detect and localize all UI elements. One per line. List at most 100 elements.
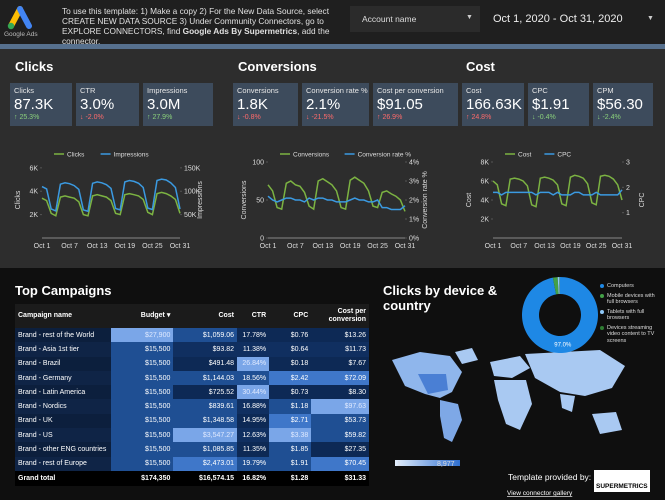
- axis-title: Clicks: [15, 190, 22, 209]
- table-cell: $1.91: [269, 456, 312, 471]
- table-cell: $11.73: [311, 342, 369, 357]
- header-bar: [0, 0, 665, 44]
- account-dropdown[interactable]: Account name ▼: [350, 6, 480, 32]
- table-cell: $15,500: [110, 399, 174, 414]
- table-cell: $0.18: [269, 356, 312, 371]
- tick-label: 3: [626, 160, 630, 167]
- table-cell: Brand - Germany: [15, 370, 111, 386]
- map-scale-max: 8,977: [437, 461, 455, 468]
- table-cell: Brand - Latin America: [15, 385, 111, 400]
- dropdown-arrow: ▼: [466, 14, 473, 21]
- scorecard-label: CPM: [597, 86, 614, 95]
- device-title: Clicks by device & country: [383, 283, 498, 313]
- table-cell: 11.38%: [237, 342, 270, 357]
- table-cell: $15,500: [110, 356, 174, 371]
- x-tick-label: Oct 7: [61, 243, 78, 250]
- instructions-text: To use this template: 1) Make a copy 2) …: [62, 6, 330, 36]
- scorecard: CPM $56.30 ↓ -2.4%: [593, 83, 653, 126]
- table-cell: 14.95%: [237, 413, 270, 429]
- column-header: CPC: [269, 304, 312, 328]
- scorecard-value: $56.30: [597, 96, 643, 113]
- total-cell: 16.82%: [237, 470, 270, 486]
- header-stripe: [0, 44, 665, 49]
- supermetrics-logo-box: [594, 470, 650, 492]
- table-cell: Brand - Brazil: [15, 356, 111, 371]
- scorecard-label: Conversion rate %: [306, 86, 368, 95]
- table-row: Brand - other ENG countries $15,500 $1,085…: [15, 442, 369, 457]
- legend-dot: [600, 284, 604, 288]
- legend-item: Tablets with full browsers: [600, 309, 662, 322]
- x-tick-label: Oct 1: [34, 243, 51, 250]
- table-cell: Brand - rest of Europe: [15, 456, 111, 471]
- x-tick-label: Oct 31: [170, 243, 191, 250]
- dropdown-arrow: ▼: [647, 15, 654, 22]
- scorecard-delta: ↑ 25.3%: [14, 114, 40, 121]
- campaign-table: Campaign name Budget ▾ Cost CTR CPC Cost per …: [15, 304, 369, 486]
- scorecard-delta: ↓ -2.4%: [597, 114, 621, 121]
- table-cell: $8.30: [311, 385, 369, 400]
- scorecard-value: 1.8K: [237, 96, 268, 113]
- table-cell: $3.38: [269, 428, 312, 443]
- tick-label: 2K: [29, 212, 38, 219]
- table-cell: $3,547.27: [173, 428, 238, 443]
- table-cell: 16.88%: [237, 399, 270, 414]
- dropdown-label: Account name: [362, 14, 417, 24]
- legend-label: Mobile devices with full browsers: [607, 292, 655, 306]
- table-cell: $13.26: [311, 328, 369, 343]
- x-tick-label: Oct 19: [340, 243, 361, 250]
- table-row: Brand - rest of Europe $15,500 $2,473.01 19…: [15, 456, 369, 471]
- total-cell: $1.28: [269, 470, 312, 486]
- line-series: [267, 195, 406, 211]
- table-cell: $2.71: [269, 413, 312, 429]
- date-range[interactable]: Oct 1, 2020 - Oct 31, 2020 ▼: [487, 6, 659, 32]
- column-header: Campaign name: [15, 304, 111, 328]
- donut-label: 97.0%: [554, 342, 572, 348]
- scorecard-value: 3.0%: [80, 96, 115, 113]
- scorecard-value: $91.05: [377, 96, 423, 113]
- x-tick-label: Oct 31: [395, 243, 416, 250]
- tick-label: 50K: [184, 212, 197, 219]
- table-row: Brand - US $15,500 $3,547.27 12.63% $3.38 $59…: [15, 428, 369, 443]
- table-cell: $0.64: [269, 342, 312, 357]
- column-header: Cost per conversion: [311, 304, 369, 328]
- legend-item: Devices streaming video content to TV sc…: [600, 325, 662, 345]
- table-cell: 17.78%: [237, 328, 270, 343]
- table-cell: Brand - UK: [15, 413, 111, 429]
- line-series: [41, 191, 181, 217]
- scorecard: CTR 3.0% ↓ -2.0%: [76, 83, 139, 126]
- table-cell: $97.63: [311, 399, 369, 414]
- table-cell: 11.35%: [237, 442, 270, 457]
- table-cell: $1.85: [269, 442, 312, 457]
- table-cell: $491.48: [173, 356, 238, 371]
- scorecard-value: $1.91: [532, 96, 570, 113]
- scorecard: Clicks 87.3K ↑ 25.3%: [10, 83, 72, 126]
- table-cell: $839.61: [173, 399, 238, 414]
- map-scale: [395, 460, 460, 466]
- scorecard-delta: ↑ 24.8%: [466, 114, 492, 121]
- provided-by: Template provided by:: [508, 472, 591, 482]
- total-cell: $16,574.15: [173, 470, 238, 486]
- axis-title: CPC: [639, 193, 646, 208]
- line-series: [493, 189, 623, 196]
- table-row: Brand - Nordics $15,500 $839.61 16.88% $1.18…: [15, 399, 369, 414]
- table-cell: $2.42: [269, 370, 312, 386]
- total-cell: Grand total: [15, 470, 111, 486]
- connector-link[interactable]: View connector gallery: [507, 490, 573, 497]
- legend-label: Tablets with full browsers: [607, 308, 645, 322]
- table-cell: $15,500: [110, 342, 174, 357]
- table-cell: $15,500: [110, 385, 174, 400]
- tick-label: 1%: [409, 217, 419, 224]
- table-title: Top Campaigns: [15, 283, 112, 298]
- table-cell: Brand - US: [15, 428, 111, 443]
- scorecard-delta: ↓ -0.8%: [237, 114, 261, 121]
- table-cell: $59.82: [311, 428, 369, 443]
- table-cell: Brand - Nordics: [15, 399, 111, 414]
- scorecard-label: Impressions: [147, 86, 188, 95]
- x-tick-label: Oct 25: [367, 243, 388, 250]
- x-tick-label: Oct 13: [87, 243, 108, 250]
- scorecard-label: CTR: [80, 86, 96, 95]
- table-cell: 19.79%: [237, 456, 270, 471]
- legend-label: Cost: [518, 152, 532, 159]
- table-cell: $1.18: [269, 399, 312, 414]
- legend-item: Mobile devices with full browsers: [600, 293, 662, 306]
